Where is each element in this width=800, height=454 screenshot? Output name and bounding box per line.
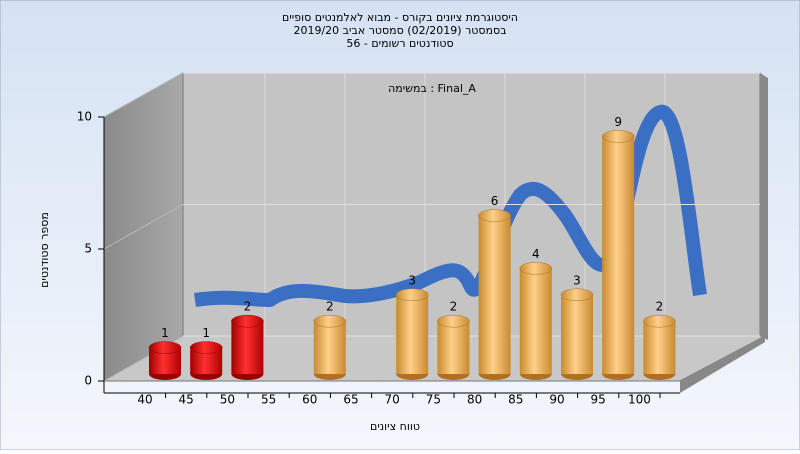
x-tick-label: 95	[591, 393, 606, 407]
bar-top	[437, 314, 470, 328]
x-tick-label: 70	[385, 393, 400, 407]
data-label: 9	[614, 115, 622, 129]
x-tick-label: 50	[220, 393, 235, 407]
bar	[231, 314, 264, 380]
data-label: 2	[244, 300, 252, 314]
x-tick-label: 90	[549, 393, 564, 407]
bar-top	[313, 314, 347, 328]
bar-body	[478, 215, 511, 374]
title-line: היסטוגרמת ציונים בקורס - מבוא לאלמנטים ס…	[282, 11, 518, 24]
bar-body	[561, 294, 593, 374]
grid-line	[103, 204, 184, 250]
wall-edge	[760, 73, 768, 340]
bar	[560, 288, 594, 380]
bar	[601, 130, 635, 380]
x-tick-label: 85	[508, 393, 523, 407]
bar-top	[231, 314, 264, 328]
bar-top	[478, 209, 511, 222]
bar	[643, 314, 676, 380]
y-tick-label: 0	[84, 374, 92, 388]
bar	[519, 262, 553, 380]
data-label: 4	[532, 247, 540, 261]
title-line: בסמסטר (02/2019) סמסטר אביב 2019/20	[293, 24, 506, 37]
x-tick-label: 75	[426, 393, 441, 407]
data-label: 2	[450, 300, 458, 314]
y-tick-label: 5	[84, 242, 92, 256]
bar	[148, 341, 182, 380]
y-tick-label: 10	[77, 110, 92, 124]
distribution-curve	[194, 105, 707, 307]
bar-body	[519, 268, 552, 374]
x-tick-label: 40	[137, 393, 152, 407]
bar	[395, 288, 429, 380]
bar	[437, 314, 470, 380]
bar-body	[313, 321, 346, 374]
bar-body	[643, 321, 676, 374]
bar-top	[560, 288, 594, 302]
bar	[478, 209, 511, 380]
y-axis-label: מספר סטודנטים	[38, 212, 51, 288]
title-line: סטודנטים רשומים - 56	[346, 37, 453, 50]
bar-body	[437, 321, 470, 374]
x-tick-label: 80	[467, 393, 482, 407]
data-label: 1	[161, 326, 169, 340]
x-tick-label: 55	[261, 393, 276, 407]
bar-top	[519, 262, 553, 275]
bar-top	[643, 314, 676, 328]
bar	[313, 314, 347, 380]
bar-body	[602, 136, 635, 374]
x-axis-label: טווח ציונים	[370, 420, 420, 433]
grid-line	[103, 72, 184, 118]
bar-top	[601, 130, 635, 143]
data-label: 1	[202, 326, 210, 340]
data-label: 2	[656, 300, 664, 314]
data-label: 6	[491, 194, 499, 208]
bar-body	[396, 294, 429, 374]
bar-top	[189, 341, 223, 354]
data-label: 3	[573, 273, 581, 287]
x-tick-label: 100	[628, 393, 651, 407]
bar	[189, 341, 223, 380]
annotation: במשימה : Final_A	[388, 82, 476, 95]
bar-top	[395, 288, 429, 302]
data-label: 2	[326, 300, 334, 314]
bar-top	[148, 341, 182, 354]
x-tick-label: 45	[179, 393, 194, 407]
x-tick-label: 65	[343, 393, 358, 407]
bar-body	[231, 321, 264, 374]
floor-edge	[680, 336, 765, 393]
x-tick-label: 60	[302, 393, 317, 407]
data-label: 3	[408, 273, 416, 287]
